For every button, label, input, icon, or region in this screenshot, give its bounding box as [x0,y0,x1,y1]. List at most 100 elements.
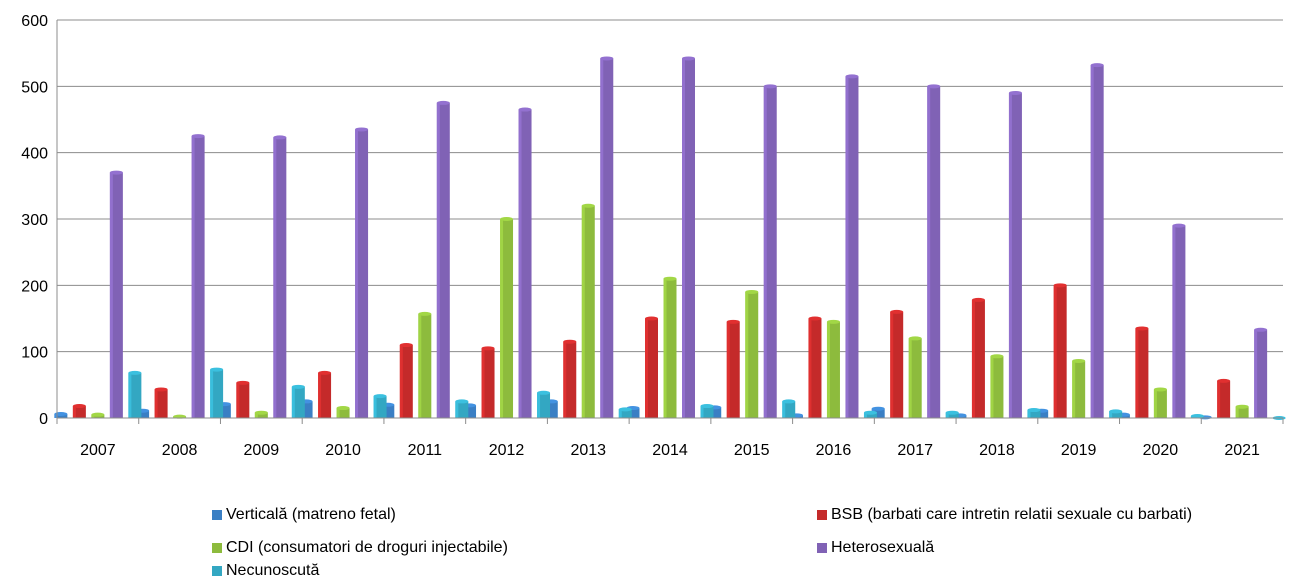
bar-highlight [1027,410,1031,418]
x-tick-label: 2016 [816,442,852,459]
bar-top [682,56,695,61]
bar-body [708,407,722,418]
bar [645,316,658,418]
bar-body [1172,225,1186,418]
bar-highlight [291,386,295,418]
bar-highlight [1109,411,1113,418]
gridlines [57,19,1283,353]
bar-highlight [1254,329,1258,418]
x-tick-label: 2007 [80,442,116,459]
bar-body [1135,328,1149,418]
bar-top [154,387,168,392]
bar [236,380,250,418]
bar-highlight [537,392,541,418]
bar [1027,408,1041,418]
bar-top [745,289,759,294]
bar-top [871,406,885,411]
bar-body [945,412,959,418]
bar-top [273,135,287,140]
x-axis-ticks: 2007 2008 2009 2010 2011 2012 2013 2014 2015 2016… [80,442,1260,459]
x-tick-label: 2014 [652,442,688,459]
bar-highlight [908,338,912,418]
bar-highlight [109,172,113,418]
bar-highlight [782,401,786,418]
bar-highlight [808,318,812,418]
bar-body [581,205,595,418]
y-tick-label: 600 [21,13,48,30]
bar-body [600,58,614,419]
y-axis-ticks: 0 100 200 300 400 500 600 [21,13,48,428]
bar-highlight [254,412,258,418]
bar-body [399,345,413,418]
bar-highlight [1172,225,1176,418]
x-tick-label: 2013 [570,442,606,459]
bar-body [500,219,514,418]
bar-top [91,412,105,417]
bar-highlight [726,321,730,418]
bar-highlight [971,299,975,418]
bar-highlight [355,129,359,418]
bar-top [890,309,904,314]
bar-top [645,316,658,321]
x-tick-label: 2011 [408,442,443,459]
bar-top [518,107,532,112]
bar-top [1217,378,1231,383]
bar-body [1235,406,1249,418]
bar [1235,404,1249,418]
bar-highlight [399,345,403,418]
bar-highlight [191,136,195,419]
bar-body [128,372,142,418]
bar-top [863,410,877,415]
bar-body [109,172,123,418]
bar [1217,378,1231,418]
bar-highlight [418,313,422,418]
bar-top [455,399,469,404]
bar-top [826,319,840,324]
bar-body [745,291,759,418]
bar-body [1008,92,1022,418]
bar-highlight [1135,328,1139,418]
bar [373,394,387,418]
x-tick-label: 2008 [162,442,198,459]
bar [945,410,959,418]
bar-top [291,384,305,389]
bar [782,399,796,418]
x-tick-label: 2015 [734,442,770,459]
axes [56,20,1284,424]
bar-top [500,217,514,221]
bar-highlight [1053,285,1057,418]
bar-top [1027,408,1041,413]
bar-highlight [1153,389,1157,418]
bar-top [54,412,68,417]
bar [109,170,123,418]
bar-body [908,338,922,418]
bars [54,56,1286,420]
bar [682,56,695,419]
bar-body [863,412,877,418]
bar [581,203,595,418]
bar-highlight [500,219,504,418]
bar-top [336,406,350,411]
bar-highlight [210,369,214,418]
bar-top [1109,409,1123,414]
bar-body [210,369,224,418]
bar-body [336,408,350,418]
bar-body [971,299,985,418]
bar [971,297,985,418]
bar-top [537,390,551,395]
x-tick-label: 2021 [1224,442,1260,459]
bar [700,404,714,418]
bar-body [1217,380,1231,418]
bar-top [1254,327,1268,332]
y-tick-label: 0 [39,411,48,428]
bar-top [355,127,369,132]
bar-body [72,406,86,418]
bar-top [481,346,495,351]
bar-top [128,370,142,375]
bar [1153,387,1167,418]
bar-highlight [1008,92,1012,418]
bar-body [1254,329,1268,418]
bar-top [1090,63,1104,68]
bar-top [845,74,859,79]
bar [399,343,413,418]
